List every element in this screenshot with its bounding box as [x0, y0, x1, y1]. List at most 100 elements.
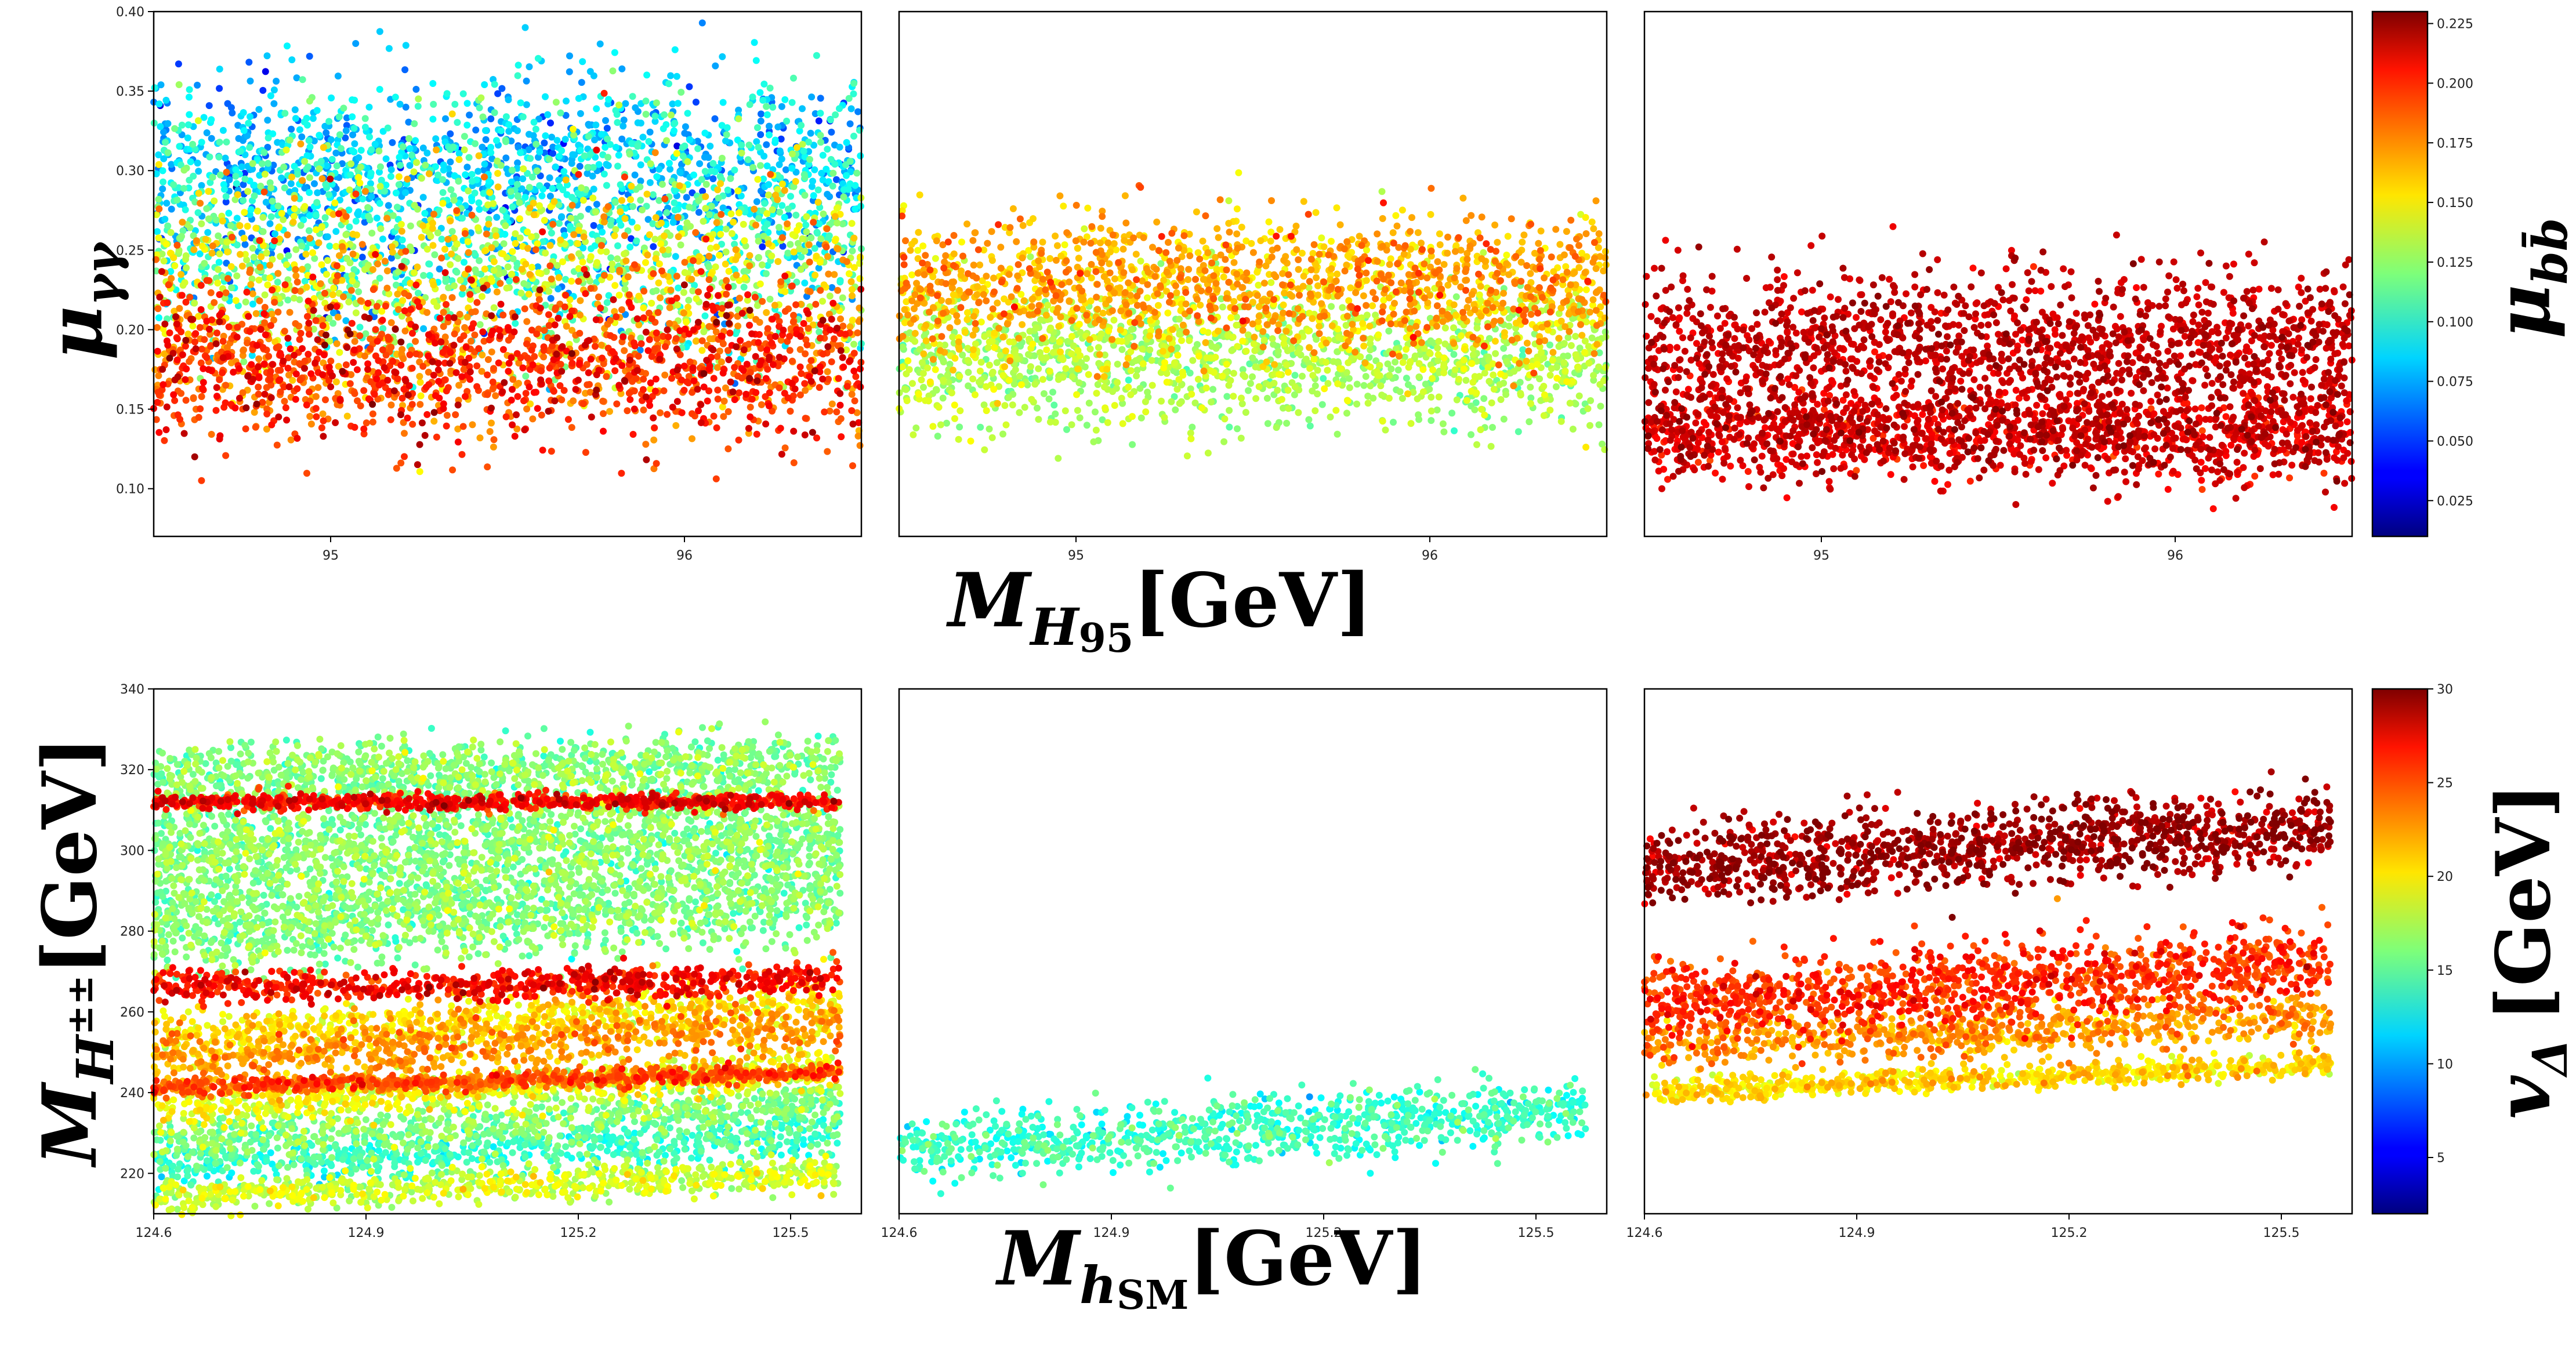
- scatter-point: [249, 245, 256, 252]
- scatter-point: [653, 287, 660, 295]
- scatter-point: [153, 324, 161, 331]
- scatter-point: [382, 302, 389, 310]
- scatter-point: [579, 400, 587, 408]
- scatter-point: [538, 367, 545, 375]
- scatter-point: [267, 213, 275, 220]
- scatter-point: [371, 390, 378, 398]
- scatter-point: [481, 161, 488, 168]
- scatter-point: [835, 375, 842, 382]
- scatter-point: [538, 411, 545, 419]
- scatter-point: [468, 324, 476, 332]
- scatter-point: [810, 219, 817, 226]
- scatter-point: [490, 267, 498, 274]
- scatter-point: [512, 239, 519, 247]
- scatter-point: [766, 353, 773, 361]
- scatter-point: [719, 99, 727, 106]
- scatter-point: [299, 177, 306, 184]
- scatter-point: [299, 266, 306, 273]
- scatter-point: [356, 324, 364, 331]
- scatter-point: [807, 129, 814, 137]
- scatter-point: [216, 376, 223, 383]
- scatter-point: [668, 375, 675, 382]
- scatter-point: [740, 284, 748, 291]
- scatter-point: [671, 199, 678, 206]
- scatter-point: [392, 325, 399, 333]
- scatter-point: [350, 266, 358, 273]
- scatter-point: [635, 292, 643, 300]
- scatter-point: [414, 263, 421, 271]
- scatter-point: [423, 149, 431, 157]
- scatter-point: [415, 95, 422, 103]
- scatter-point: [723, 226, 730, 233]
- scatter-point: [593, 105, 600, 113]
- scatter-point: [857, 253, 864, 261]
- scatter-point: [494, 90, 502, 97]
- scatter-point: [438, 235, 445, 243]
- scatter-point: [216, 436, 223, 442]
- scatter-point: [733, 271, 740, 279]
- scatter-point: [815, 117, 823, 125]
- scatter-point: [195, 413, 202, 421]
- scatter-point: [429, 225, 436, 232]
- scatter-point: [516, 215, 523, 223]
- scatter-point: [261, 304, 269, 311]
- scatter-point: [836, 143, 843, 151]
- scatter-point: [294, 434, 301, 442]
- scatter-point: [848, 286, 856, 293]
- scatter-point: [450, 197, 458, 204]
- scatter-point: [430, 281, 437, 289]
- scatter-point: [166, 354, 173, 362]
- scatter-point: [833, 408, 840, 416]
- scatter-point: [689, 364, 697, 372]
- scatter-point: [526, 383, 533, 391]
- scatter-point: [849, 462, 856, 470]
- scatter-point: [762, 270, 770, 277]
- scatter-point: [447, 186, 455, 194]
- scatter-point: [320, 417, 327, 424]
- scatter-point: [492, 232, 500, 239]
- scatter-point: [1403, 375, 1410, 382]
- scatter-point: [338, 145, 345, 153]
- scatter-point: [203, 129, 211, 136]
- scatter-point: [307, 370, 315, 378]
- scatter-point: [751, 39, 758, 46]
- scatter-point: [407, 222, 414, 230]
- scatter-point: [524, 354, 531, 362]
- scatter-point: [373, 375, 381, 383]
- scatter-point: [261, 291, 269, 299]
- scatter-point: [312, 317, 320, 324]
- scatter-point: [647, 160, 654, 168]
- scatter-point: [182, 206, 189, 213]
- scatter-point: [603, 299, 611, 306]
- scatter-point: [432, 392, 439, 400]
- scatter-point: [755, 143, 762, 151]
- scatter-point: [604, 154, 612, 161]
- scatter-point: [433, 146, 440, 154]
- scatter-point: [803, 228, 810, 235]
- scatter-point: [182, 299, 190, 306]
- scatter-point: [792, 177, 799, 185]
- scatter-point: [161, 216, 169, 223]
- scatter-point: [611, 198, 619, 206]
- scatter-point: [790, 459, 798, 466]
- scatter-point: [657, 294, 664, 302]
- scatter-point: [439, 189, 447, 196]
- scatter-point: [723, 277, 730, 284]
- scatter-point: [836, 401, 844, 409]
- scatter-point: [789, 150, 796, 158]
- scatter-point: [481, 247, 488, 255]
- scatter-point: [199, 384, 206, 392]
- scatter-point: [642, 328, 650, 336]
- scatter-point: [244, 372, 252, 380]
- scatter-point: [680, 309, 687, 317]
- scatter-point: [196, 324, 204, 331]
- scatter-point: [545, 288, 553, 295]
- scatter-point: [735, 436, 742, 444]
- scatter-point: [490, 365, 497, 372]
- scatter-point: [714, 364, 722, 371]
- scatter-point: [276, 376, 284, 383]
- scatter-point: [678, 376, 685, 384]
- scatter-point: [384, 376, 392, 384]
- scatter-point: [240, 197, 247, 204]
- scatter-point: [621, 251, 628, 257]
